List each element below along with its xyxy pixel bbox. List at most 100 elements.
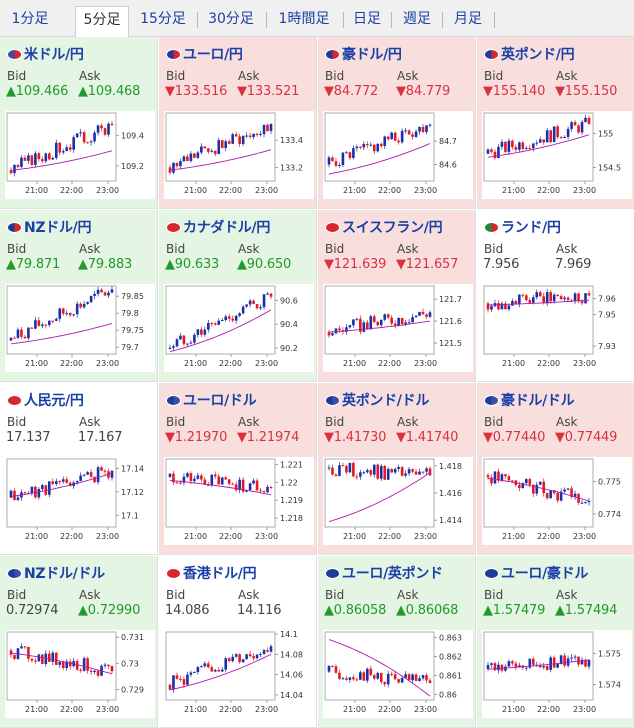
pair-title[interactable]: 英ポンド/円 — [484, 45, 575, 63]
candle-body — [168, 684, 172, 690]
tab-8[interactable]: 月足 — [454, 11, 482, 27]
candle-body — [252, 133, 255, 137]
tab-4[interactable]: 30分足 — [208, 11, 254, 27]
pair-card[interactable]: 英ポンド/円 Bid Ask ▼155.140 ▼155.150 155 154.5 21:0… — [477, 37, 634, 209]
candle-body — [220, 140, 224, 148]
pair-card[interactable]: ユーロ/円 Bid Ask ▼133.516 ▼133.521 133.4 133.2 21:… — [159, 37, 317, 209]
bid-label: Bid — [325, 415, 345, 429]
pair-card[interactable]: ユーロ/豪ドル Bid Ask ▲1.57479 ▲1.57494 1.575 1.574 2… — [477, 556, 634, 728]
y-tick-label: 90.2 — [280, 344, 298, 353]
tab-7[interactable]: 週足 — [403, 11, 431, 27]
pair-title[interactable]: スイスフラン/円 — [325, 218, 443, 236]
tab-6[interactable]: 日足 — [353, 11, 381, 27]
pair-card[interactable]: ランド/円 Bid Ask 7.956 7.969 7.96 7.95 7.93 21:00 22… — [477, 210, 634, 382]
price-chart[interactable]: 0.863 0.862 0.861 0.86 21:00 22:00 23:00 — [323, 630, 473, 718]
price-chart[interactable]: 17.14 17.12 17.1 21:00 22:00 23:00 — [5, 457, 155, 545]
pair-name[interactable]: 米ドル/円 — [24, 47, 84, 63]
candle-body — [89, 295, 93, 303]
tab-2[interactable]: 5分足 — [75, 6, 129, 37]
pair-name[interactable]: 英ポンド/ドル — [342, 393, 430, 409]
price-chart[interactable]: 109.4 109.2 21:00 22:00 23:00 — [5, 111, 155, 199]
pair-title[interactable]: 香港ドル/円 — [166, 564, 257, 582]
ask-value: ▼84.779 — [396, 84, 451, 99]
price-chart[interactable]: 84.7 84.6 21:00 22:00 23:00 — [323, 111, 473, 199]
candle-body — [110, 123, 114, 126]
pair-card[interactable]: スイスフラン/円 Bid Ask ▼121.639 ▼121.657 121.7 121.6… — [318, 210, 476, 382]
price-chart[interactable]: 121.7 121.6 121.5 21:00 22:00 23:00 — [323, 284, 473, 372]
pair-title[interactable]: ユーロ/英ポンド — [325, 564, 443, 582]
tab-5[interactable]: 1時間足 — [278, 11, 330, 27]
x-tick-label: 22:00 — [537, 186, 560, 195]
candle-body — [577, 293, 580, 302]
candle-body — [425, 125, 428, 132]
x-tick-label: 22:00 — [219, 186, 242, 195]
pair-name[interactable]: ランド/円 — [501, 220, 561, 236]
tab-1[interactable]: 1分足 — [11, 11, 49, 27]
pair-title[interactable]: 豪ドル/円 — [325, 45, 402, 63]
price-chart[interactable]: 1.418 1.416 1.414 21:00 22:00 23:00 — [323, 457, 473, 545]
pair-title[interactable]: 英ポンド/ドル — [325, 391, 429, 409]
pair-card[interactable]: 英ポンド/ドル Bid Ask ▼1.41730 ▼1.41740 1.418 1.416 1… — [318, 383, 476, 555]
pair-name[interactable]: スイスフラン/円 — [342, 220, 443, 236]
ask-value: ▲1.57494 — [555, 603, 618, 618]
candle-body — [493, 471, 497, 484]
pair-name[interactable]: 豪ドル/ドル — [501, 393, 575, 409]
y-tick-label: 1.416 — [439, 489, 462, 498]
pair-card[interactable]: NZドル/円 Bid Ask ▲79.871 ▲79.883 79.85 79.8 79.75… — [0, 210, 158, 382]
pair-name[interactable]: 英ポンド/円 — [501, 47, 575, 63]
candle-body — [231, 483, 234, 485]
pair-name[interactable]: 香港ドル/円 — [183, 566, 257, 582]
pair-name[interactable]: ユーロ/ドル — [183, 393, 257, 409]
candle-body — [404, 674, 407, 678]
pair-name[interactable]: ユーロ/英ポンド — [342, 566, 443, 582]
pair-name[interactable]: 豪ドル/円 — [342, 47, 402, 63]
pair-title[interactable]: 豪ドル/ドル — [484, 391, 575, 409]
pair-title[interactable]: NZドル/ドル — [7, 564, 105, 582]
candle-body — [331, 157, 334, 162]
pair-title[interactable]: ランド/円 — [484, 218, 561, 236]
candle-body — [331, 467, 334, 475]
pair-card[interactable]: ユーロ/ドル Bid Ask ▼1.21970 ▼1.21974 1.221 1.22 1.2… — [159, 383, 317, 555]
price-chart[interactable]: 0.731 0.73 0.729 21:00 22:00 23:00 — [5, 630, 155, 718]
tab-3[interactable]: 15分足 — [140, 11, 186, 27]
pair-name[interactable]: NZドル/ドル — [24, 566, 105, 582]
pair-name[interactable]: 人民元/円 — [24, 393, 84, 409]
pair-name[interactable]: ユーロ/円 — [183, 47, 243, 63]
ask-label: Ask — [556, 415, 578, 429]
pair-card[interactable]: ユーロ/英ポンド Bid Ask ▲0.86058 ▲0.86068 0.863 0.862… — [318, 556, 476, 728]
price-chart[interactable]: 7.96 7.95 7.93 21:00 22:00 23:00 — [482, 284, 632, 372]
tab-separator — [197, 12, 198, 28]
pair-title[interactable]: ユーロ/ドル — [166, 391, 257, 409]
pair-title[interactable]: ユーロ/円 — [166, 45, 243, 63]
pair-title[interactable]: カナダドル/円 — [166, 218, 270, 236]
price-chart[interactable]: 14.1 14.08 14.06 14.04 21:00 22:00 23:00 — [164, 630, 314, 718]
pair-card[interactable]: 香港ドル/円 Bid Ask 14.086 14.116 14.1 14.08 14.06 14… — [159, 556, 317, 728]
pair-title[interactable]: 人民元/円 — [7, 391, 84, 409]
pair-title[interactable]: ユーロ/豪ドル — [484, 564, 588, 582]
chart-frame — [165, 112, 276, 182]
pair-title[interactable]: NZドル/円 — [7, 218, 91, 236]
candle-body — [231, 318, 234, 321]
pair-card[interactable]: 人民元/円 Bid Ask 17.137 17.167 17.14 17.12 17.1 21:… — [0, 383, 158, 555]
pair-name[interactable]: ユーロ/豪ドル — [501, 566, 589, 582]
pair-title[interactable]: 米ドル/円 — [7, 45, 84, 63]
pair-card[interactable]: カナダドル/円 Bid Ask ▲90.633 ▲90.650 90.6 90.4 90.2 2… — [159, 210, 317, 382]
pair-card[interactable]: 米ドル/円 Bid Ask ▲109.466 ▲109.468 109.4 109.2 21:… — [0, 37, 158, 209]
pair-card[interactable]: 豪ドル/円 Bid Ask ▼84.772 ▼84.779 84.7 84.6 21:00 22… — [318, 37, 476, 209]
candle-body — [186, 343, 189, 345]
price-chart[interactable]: 155 154.5 21:00 22:00 23:00 — [482, 111, 632, 199]
price-chart[interactable]: 0.775 0.774 21:00 22:00 23:00 — [482, 457, 632, 545]
pair-name[interactable]: NZドル/円 — [24, 220, 92, 236]
price-chart[interactable]: 1.221 1.22 1.219 1.218 21:00 22:00 23:00 — [164, 457, 314, 545]
pair-name[interactable]: カナダドル/円 — [183, 220, 271, 236]
candle-body — [393, 674, 397, 680]
candle-body — [525, 295, 528, 301]
pair-card[interactable]: 豪ドル/ドル Bid Ask ▼0.77440 ▼0.77449 0.775 0.774 21… — [477, 383, 634, 555]
price-chart[interactable]: 79.85 79.8 79.75 79.7 21:00 22:00 23:00 — [5, 284, 155, 372]
price-chart[interactable]: 1.575 1.574 21:00 22:00 23:00 — [482, 630, 632, 718]
price-chart[interactable]: 133.4 133.2 21:00 22:00 23:00 — [164, 111, 314, 199]
candle-body — [44, 653, 48, 664]
candle-body — [545, 292, 549, 304]
price-chart[interactable]: 90.6 90.4 90.2 21:00 22:00 23:00 — [164, 284, 314, 372]
pair-card[interactable]: NZドル/ドル Bid Ask 0.72974 ▲0.72990 0.731 0.73 0.7… — [0, 556, 158, 728]
